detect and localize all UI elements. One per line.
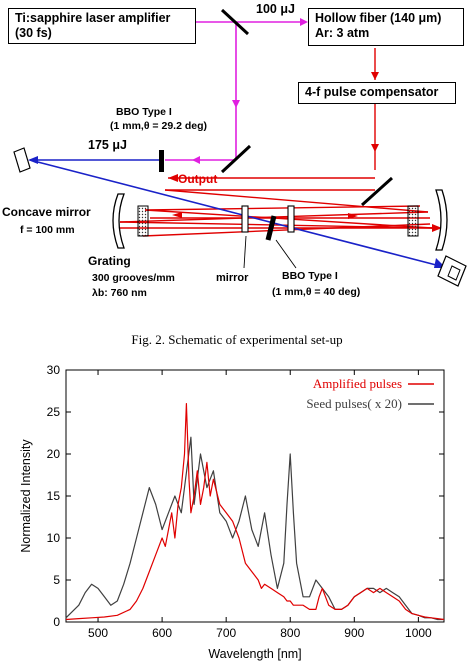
fiber-line2: Ar: 3 atm bbox=[315, 26, 370, 40]
fiber-box: Hollow fiber (140 μm) Ar: 3 atm bbox=[308, 8, 464, 46]
fold-mirror-right bbox=[287, 205, 295, 233]
bbo2-line1: BBO Type I bbox=[282, 270, 338, 282]
arrow-down-red-1 bbox=[371, 72, 379, 80]
turning-mirror-1 bbox=[220, 144, 252, 174]
bbo-crystal-2 bbox=[265, 215, 277, 241]
x-tick-label: 500 bbox=[88, 626, 108, 640]
red-beam bbox=[119, 48, 435, 237]
pulse-100-label: 100 μJ bbox=[256, 2, 295, 16]
x-axis-label: Wavelength [nm] bbox=[208, 647, 301, 661]
concave-line2: f = 100 mm bbox=[20, 224, 75, 236]
arrow-down-red-2 bbox=[371, 144, 379, 152]
y-tick-label: 15 bbox=[47, 489, 61, 503]
grating-line2: 300 grooves/mm bbox=[92, 272, 175, 284]
magenta-beam bbox=[165, 21, 300, 161]
bbo2-line2: (1 mm,θ = 40 deg) bbox=[272, 286, 361, 298]
legend-label: Seed pulses( x 20) bbox=[306, 396, 402, 411]
x-tick-label: 800 bbox=[280, 626, 300, 640]
bbo1-line2: (1 mm,θ = 29.2 deg) bbox=[110, 120, 208, 132]
beam-splitter bbox=[220, 8, 250, 36]
pointer-bbo2 bbox=[275, 239, 297, 269]
arrow-red-right bbox=[432, 224, 442, 232]
amplifier-box: Ti:sapphire laser amplifier (30 fs) bbox=[8, 8, 196, 44]
fiber-line1: Hollow fiber (140 μm) bbox=[315, 11, 442, 25]
end-mirror-left bbox=[13, 147, 31, 173]
y-tick-label: 0 bbox=[53, 615, 60, 629]
amplifier-line2: (30 fs) bbox=[15, 26, 52, 40]
blue-beam-diagonal bbox=[29, 159, 441, 267]
arrow-red-mid-right bbox=[348, 213, 358, 219]
plot-frame bbox=[65, 369, 445, 623]
x-tick-label: 1000 bbox=[405, 626, 432, 640]
grating-line3: λb: 760 nm bbox=[92, 287, 147, 299]
x-tick-label: 900 bbox=[344, 626, 364, 640]
y-tick-label: 5 bbox=[53, 573, 60, 587]
arrow-down-magenta bbox=[232, 100, 240, 108]
concave-mirror-left bbox=[112, 193, 125, 249]
y-tick-label: 20 bbox=[47, 447, 61, 461]
amplifier-line1: Ti:sapphire laser amplifier bbox=[15, 11, 171, 25]
legend-label: Amplified pulses bbox=[313, 376, 402, 391]
concave-mirror-right bbox=[435, 189, 448, 251]
pickoff-mirror bbox=[360, 176, 394, 207]
grating-right bbox=[407, 205, 419, 237]
x-tick-label: 600 bbox=[152, 626, 172, 640]
grating-left bbox=[137, 205, 149, 237]
y-tick-label: 25 bbox=[47, 405, 61, 419]
arrow-left-magenta bbox=[192, 156, 200, 164]
end-mirror-right bbox=[437, 255, 467, 287]
y-axis-label: Normalized Intensity bbox=[19, 439, 33, 553]
pointer-mirror bbox=[243, 235, 247, 269]
pulse-175-label: 175 μJ bbox=[88, 138, 127, 152]
bbo1-line1: BBO Type I bbox=[116, 106, 172, 118]
arrow-to-fiber bbox=[300, 18, 308, 26]
y-tick-label: 10 bbox=[47, 531, 61, 545]
bbo-crystal-1 bbox=[159, 150, 164, 172]
output-label: Output bbox=[178, 172, 218, 186]
x-tick-label: 700 bbox=[216, 626, 236, 640]
arrow-red-mid-left bbox=[172, 212, 182, 218]
concave-line1: Concave mirror bbox=[2, 205, 91, 219]
figure-caption: Fig. 2. Schematic of experimental set-up bbox=[131, 332, 343, 347]
setup-diagram bbox=[13, 8, 467, 287]
mirror-label: mirror bbox=[216, 272, 249, 284]
y-tick-label: 30 bbox=[47, 363, 61, 377]
grating-line1: Grating bbox=[88, 254, 131, 268]
series-line-seed bbox=[65, 436, 444, 621]
compensator-box: 4-f pulse compensator bbox=[298, 82, 456, 104]
series-line-amplified bbox=[65, 403, 445, 621]
fold-mirror-left bbox=[241, 205, 249, 233]
compensator-label: 4-f pulse compensator bbox=[305, 85, 439, 99]
